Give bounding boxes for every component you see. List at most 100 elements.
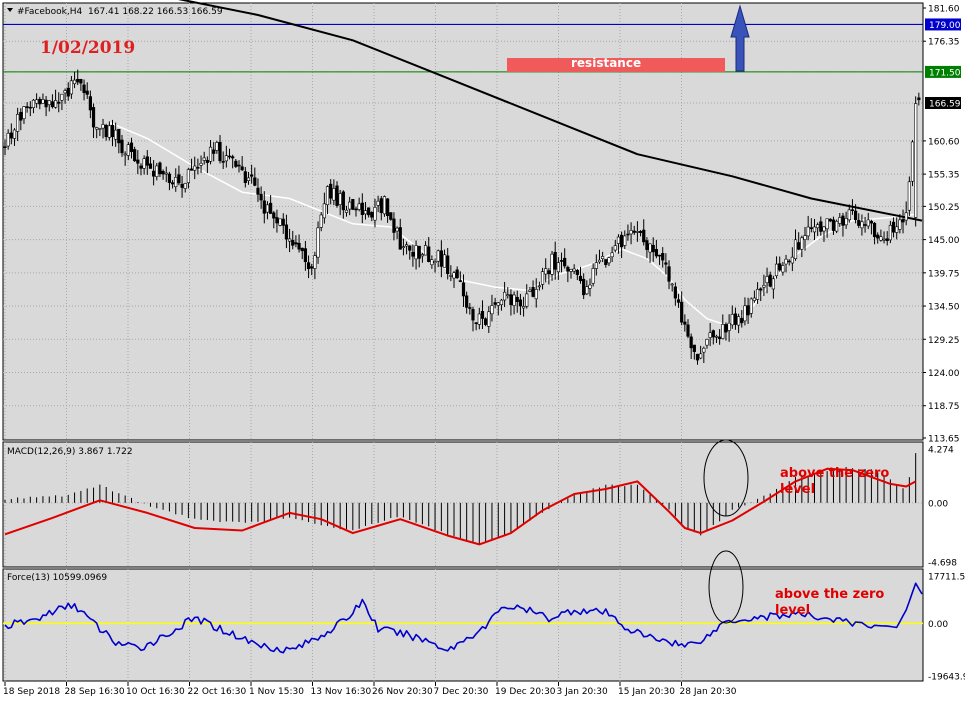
resistance-label: resistance [571, 56, 641, 70]
candle-body [708, 332, 712, 338]
candle-body [376, 200, 380, 206]
candle-body [695, 353, 700, 361]
candle-body [714, 335, 719, 338]
candle-body [768, 274, 772, 287]
candle-body [373, 207, 377, 221]
candle-body [72, 79, 77, 85]
candle-body [272, 212, 276, 219]
candle-body [484, 318, 488, 325]
candle-body [392, 218, 396, 233]
date-axis-label: 3 Jan 20:30 [557, 687, 609, 697]
candle-body [95, 127, 99, 130]
candle-body [569, 269, 573, 272]
candle-body [382, 196, 387, 215]
candle-body [338, 193, 342, 205]
axes: 181.60 176.35 171.50 166.59 160.60 155.35 150.… [3, 5, 965, 698]
candle-body [759, 288, 763, 291]
candle-body [148, 163, 153, 169]
candle-body [66, 87, 70, 97]
chart-date-note: 1/02/2019 [40, 38, 135, 58]
candle-body [170, 182, 175, 185]
candle-body [357, 203, 361, 210]
candle-body [202, 157, 206, 161]
date-axis-label: 7 Dec 20:30 [434, 687, 489, 697]
candle-body [265, 204, 270, 213]
candle-body [262, 200, 266, 214]
candle-body [699, 353, 703, 359]
candle-body [819, 221, 823, 232]
candle-body [91, 107, 96, 128]
candle-body [493, 302, 497, 305]
candle-body [683, 321, 687, 325]
candle-body [38, 98, 42, 105]
candle-body [828, 218, 832, 222]
candle-body [76, 78, 80, 83]
candle-body [423, 245, 428, 256]
candle-body [727, 322, 731, 331]
candle-body [812, 226, 817, 233]
upper-level-price-tag [925, 18, 961, 31]
candle-body [104, 125, 108, 138]
candle-body [436, 250, 440, 262]
candle-body [237, 164, 241, 167]
candle-body [461, 282, 466, 297]
candle-body [648, 243, 652, 253]
candle-body [306, 262, 311, 270]
candlesticks [3, 69, 921, 365]
date-axis-label: 10 Oct 16:30 [126, 687, 185, 697]
candle-body [16, 114, 20, 132]
candle-body [414, 245, 418, 260]
macd-pane-background [2, 441, 924, 568]
candle-body [838, 217, 842, 224]
candle-body [616, 236, 621, 244]
candle-body [389, 212, 393, 220]
candle-body [367, 207, 371, 216]
candle-body [667, 266, 671, 282]
candle-body [442, 254, 447, 268]
candle-body [123, 153, 127, 156]
price-axis-label: 118.75 [928, 402, 960, 412]
candle-body [718, 336, 722, 339]
candle-body [303, 248, 307, 263]
candle-body [910, 141, 915, 182]
macd-axis-label: -4.698 [928, 559, 957, 569]
candle-body [69, 80, 74, 95]
candle-body [572, 268, 576, 272]
candle-body [597, 259, 602, 263]
candle-body [53, 100, 58, 108]
candle-body [499, 299, 504, 306]
candle-body [601, 256, 605, 260]
candle-body [300, 247, 304, 252]
candle-body [591, 268, 595, 284]
candle-body [642, 229, 646, 243]
candle-body [841, 215, 845, 226]
candle-body [816, 224, 820, 229]
chart-menu-triangle-icon[interactable] [7, 8, 13, 12]
candle-body [126, 144, 130, 156]
candle-body [164, 172, 168, 175]
candle-body [904, 212, 908, 221]
candle-body [477, 313, 481, 325]
up-arrow-icon [730, 4, 750, 72]
candle-body [31, 99, 36, 108]
candle-body [607, 257, 611, 264]
candle-body [509, 294, 513, 306]
candle-body [98, 128, 102, 130]
candle-body [895, 226, 899, 233]
candle-body [610, 252, 614, 258]
candle-body [559, 260, 564, 262]
price-axis-label: 155.35 [928, 171, 960, 181]
candle-body [145, 156, 149, 166]
candle-body [847, 209, 851, 221]
candle-body [528, 289, 532, 292]
candle-body [325, 186, 330, 206]
candle-body [351, 198, 355, 210]
candle-body [427, 246, 431, 262]
candle-body [503, 291, 507, 301]
candle-body [246, 177, 251, 181]
candle-body [215, 142, 219, 151]
candle-body [44, 99, 48, 108]
candle-body [363, 210, 368, 215]
candle-body [329, 183, 333, 199]
